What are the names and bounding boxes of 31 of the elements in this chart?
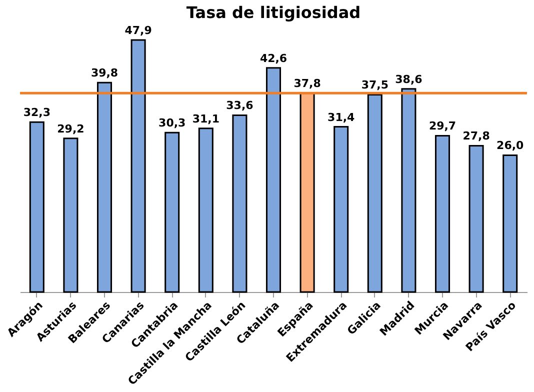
data-label: 38,6 — [395, 72, 423, 86]
bar — [334, 126, 349, 293]
chart-title: Tasa de litigiosidad — [186, 3, 361, 22]
data-label: 29,2 — [57, 122, 84, 136]
bar — [164, 132, 180, 293]
bar — [434, 135, 450, 293]
data-label: 47,9 — [124, 24, 152, 37]
bar — [502, 154, 518, 293]
data-label: 27,8 — [462, 130, 490, 143]
data-label: 39,8 — [90, 66, 118, 80]
data-label: 37,5 — [361, 78, 388, 92]
bar — [367, 94, 382, 293]
bar — [300, 92, 315, 293]
bar — [232, 114, 248, 293]
bar — [468, 144, 484, 293]
data-label: 29,7 — [428, 120, 456, 133]
bar — [29, 121, 44, 293]
data-label: 37,8 — [294, 77, 321, 90]
data-label: 30,3 — [158, 116, 186, 130]
data-label: 31,4 — [328, 110, 356, 124]
data-label: 32,3 — [23, 106, 50, 120]
bar — [130, 39, 146, 293]
bar — [401, 88, 416, 293]
bar — [63, 138, 78, 293]
bar — [96, 82, 112, 293]
data-label: 31,1 — [192, 112, 220, 126]
data-label: 42,6 — [260, 52, 288, 65]
data-label: 26,0 — [496, 139, 524, 152]
data-label: 33,6 — [226, 99, 254, 112]
bar — [198, 128, 214, 293]
bar — [266, 67, 282, 293]
